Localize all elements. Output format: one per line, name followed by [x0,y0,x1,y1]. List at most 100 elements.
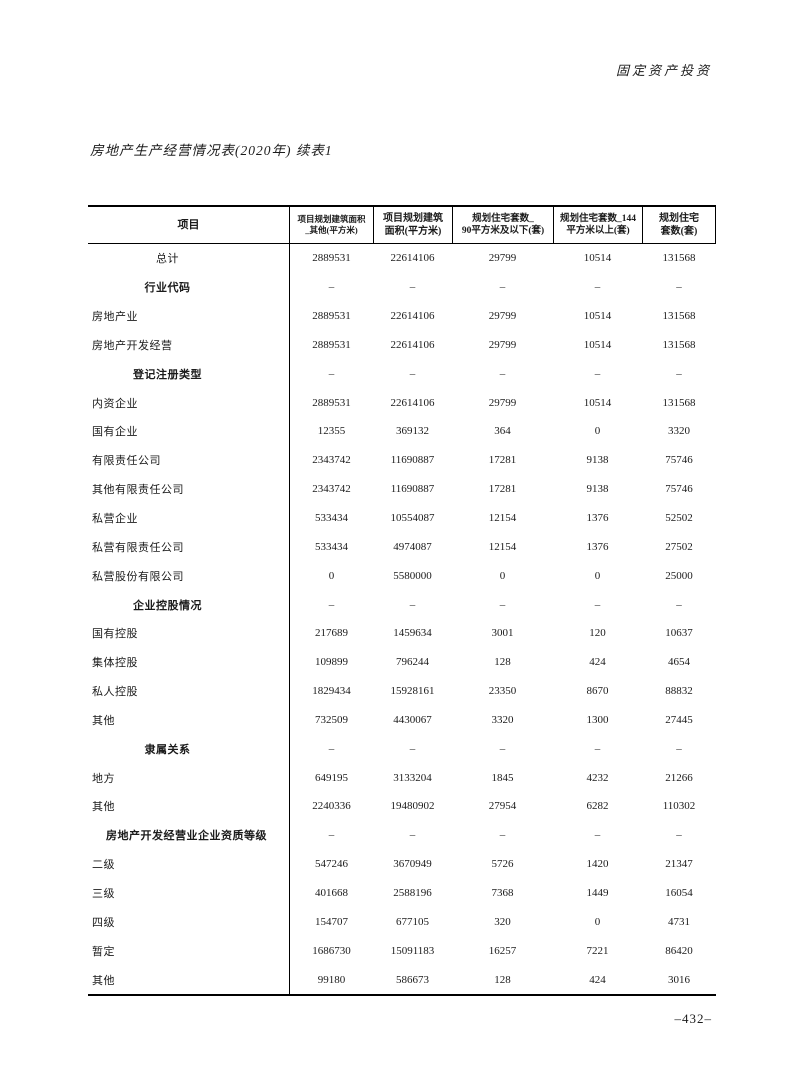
page-number: –432– [674,1011,712,1026]
row-value: 7368 [491,886,514,899]
row-value: 3320 [668,425,690,438]
row-value: 29799 [488,396,517,409]
row-value: 9138 [586,454,609,467]
row-value: 1420 [586,858,609,871]
row-value: 424 [589,656,606,669]
row-value: 75746 [665,454,693,467]
row-value: – [409,598,416,611]
row-value: 22614106 [390,310,435,323]
table-row: 私营股份有限公司 0 5580000 0 0 25000 [88,561,716,591]
row-value: 27954 [488,800,517,813]
row-value: 29799 [488,252,517,265]
row-value: 109899 [315,656,348,669]
table-row: 其他 732509 4430067 3320 1300 27445 [88,705,716,735]
row-value: 2240336 [312,800,351,813]
row-label: 国有控股 [88,618,290,648]
row-value: 424 [589,973,606,986]
row-value: – [499,367,506,380]
table-row: 其他 2240336 19480902 27954 6282 110302 [88,792,716,821]
row-value: 9138 [586,483,609,496]
row-value: 86420 [665,944,693,957]
row-value: – [328,281,335,294]
data-table: 项目 项目规划建筑面积 _其他(平方米) 项目规划建筑 面积(平方米) 规划住宅… [88,205,716,996]
row-value: 1376 [586,540,609,553]
table-header-row: 项目 项目规划建筑面积 _其他(平方米) 项目规划建筑 面积(平方米) 规划住宅… [88,207,716,244]
doc-category-label: 固定资产投资 [615,63,712,78]
table-row: 地方 649195 3133204 1845 4232 21266 [88,763,716,793]
row-value: – [409,742,416,755]
row-label: 其他 [88,965,290,994]
column-header-line: 规划住宅 [659,213,699,224]
row-value: 10514 [583,252,612,265]
row-value: – [499,829,506,842]
table-row: 集体控股 109899 796244 128 424 4654 [88,647,716,677]
row-value: 2889531 [312,338,351,351]
row-value: 2343742 [312,454,351,467]
row-value: 217689 [315,627,348,640]
table-row: 房地产业 2889531 22614106 29799 10514 131568 [88,301,716,331]
row-value: – [594,598,601,611]
row-label: 地方 [88,763,290,793]
table-row: 企业控股情况 – – – – – [88,590,716,619]
row-value: 11690887 [390,454,435,467]
column-header-line: 90平方米及以下(套) [461,226,545,236]
row-value: 12154 [488,512,517,525]
row-value: 5726 [491,858,514,871]
row-value: 16054 [665,886,693,899]
row-value: 110302 [662,800,696,813]
table-row: 国有企业 12355 369132 364 0 3320 [88,417,716,446]
page-title: 房地产生产经营情况表(2020年) 续表1 [90,143,333,158]
row-value: 10514 [583,396,612,409]
column-header-line: 项目规划建筑 [383,213,443,224]
row-value: – [499,281,506,294]
row-value: 22614106 [390,338,435,351]
row-value: 5580000 [393,569,432,582]
row-value: 10514 [583,310,612,323]
row-value: 2889531 [312,396,351,409]
row-value: 4430067 [393,713,432,726]
table-row: 行业代码 – – – – – [88,272,716,302]
row-value: 154707 [315,915,348,928]
table-row: 三级 401668 2588196 7368 1449 16054 [88,878,716,908]
row-value: 0 [594,915,601,928]
column-header-line: _其他(平方米) [305,225,358,235]
row-value: 369132 [396,425,429,438]
row-value: – [676,598,682,611]
row-value: – [594,742,601,755]
row-value: – [499,742,506,755]
row-value: 1449 [586,886,609,899]
row-value: 732509 [315,713,348,726]
column-header-line: 面积(平方米) [384,226,442,237]
row-value: – [328,367,335,380]
row-label: 房地产开发经营 [88,330,290,360]
row-label: 企业控股情况 [88,590,290,619]
row-value: 3016 [668,973,690,986]
table-row: 有限责任公司 2343742 11690887 17281 9138 75746 [88,445,716,475]
row-label: 其他 [88,792,290,821]
table-row: 其他有限责任公司 2343742 11690887 17281 9138 75746 [88,474,716,504]
row-label: 私营股份有限公司 [88,561,290,591]
row-value: 4974087 [393,540,432,553]
row-value: 128 [494,973,511,986]
row-label: 其他 [88,705,290,735]
row-value: 0 [499,569,506,582]
row-label: 私营有限责任公司 [88,532,290,562]
row-value: 586673 [396,973,429,986]
table-row: 总计 2889531 22614106 29799 10514 131568 [88,244,716,273]
row-value: 25000 [665,569,693,582]
row-value: 401668 [315,886,348,899]
row-value: – [499,598,506,611]
row-value: 1686730 [312,944,351,957]
row-label: 有限责任公司 [88,445,290,475]
row-value: 364 [494,425,511,438]
column-header-line: 平方米以上(套) [566,226,630,236]
row-value: 12355 [317,425,346,438]
row-value: – [594,367,601,380]
row-value: – [328,829,335,842]
row-value: 3320 [491,713,514,726]
row-value: – [328,598,335,611]
row-value: 1459634 [393,627,432,640]
row-value: 131568 [662,252,696,265]
row-value: 3670949 [393,858,432,871]
row-label: 二级 [88,849,290,879]
